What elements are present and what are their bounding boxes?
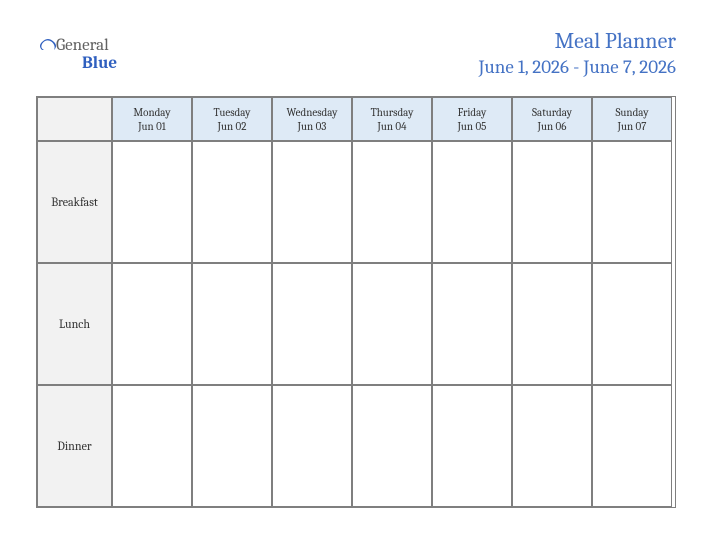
day-name: Saturday [532,106,572,119]
day-header: FridayJun 05 [432,97,512,141]
meal-cell[interactable] [192,385,272,507]
meal-cell[interactable] [352,141,432,263]
day-date: Jun 02 [218,120,247,133]
meal-cell[interactable] [272,263,352,385]
meal-cell[interactable] [512,263,592,385]
day-date: Jun 05 [458,120,487,133]
meal-cell[interactable] [352,263,432,385]
day-name: Monday [133,106,170,119]
meal-cell[interactable] [192,263,272,385]
day-header: WednesdayJun 03 [272,97,352,141]
meal-cell[interactable] [432,385,512,507]
day-date: Jun 03 [298,120,327,133]
meal-planner-grid: MondayJun 01TuesdayJun 02WednesdayJun 03… [36,96,676,508]
meal-cell[interactable] [592,385,672,507]
day-name: Tuesday [213,106,250,119]
generalblue-logo-icon: General Blue [36,30,146,76]
title-area: Meal Planner June 1, 2026 - June 7, 2026 [479,28,676,78]
day-header: SaturdayJun 06 [512,97,592,141]
logo: General Blue [36,30,146,76]
day-date: Jun 01 [138,120,166,133]
meal-cell[interactable] [272,141,352,263]
page-title: Meal Planner [479,28,676,54]
day-date: Jun 04 [377,120,406,133]
meal-row-header: Breakfast [37,141,112,263]
date-range: June 1, 2026 - June 7, 2026 [479,56,676,78]
day-header: TuesdayJun 02 [192,97,272,141]
grid-corner [37,97,112,141]
meal-cell[interactable] [432,263,512,385]
meal-cell[interactable] [272,385,352,507]
page-header: General Blue Meal Planner June 1, 2026 -… [36,28,676,78]
day-name: Wednesday [287,106,338,119]
day-name: Thursday [371,106,414,119]
day-name: Sunday [615,106,648,119]
logo-text-blue: Blue [82,54,117,73]
day-header: SundayJun 07 [592,97,672,141]
meal-cell[interactable] [352,385,432,507]
day-name: Friday [458,106,487,119]
meal-cell[interactable] [512,141,592,263]
day-header: ThursdayJun 04 [352,97,432,141]
meal-cell[interactable] [512,385,592,507]
meal-cell[interactable] [112,141,192,263]
meal-cell[interactable] [112,263,192,385]
day-date: Jun 07 [618,120,647,133]
meal-row-header: Dinner [37,385,112,507]
day-header: MondayJun 01 [112,97,192,141]
meal-cell[interactable] [592,141,672,263]
meal-cell[interactable] [592,263,672,385]
day-date: Jun 06 [538,120,567,133]
meal-cell[interactable] [192,141,272,263]
meal-cell[interactable] [432,141,512,263]
meal-cell[interactable] [112,385,192,507]
meal-row-header: Lunch [37,263,112,385]
logo-text-general: General [56,36,109,55]
